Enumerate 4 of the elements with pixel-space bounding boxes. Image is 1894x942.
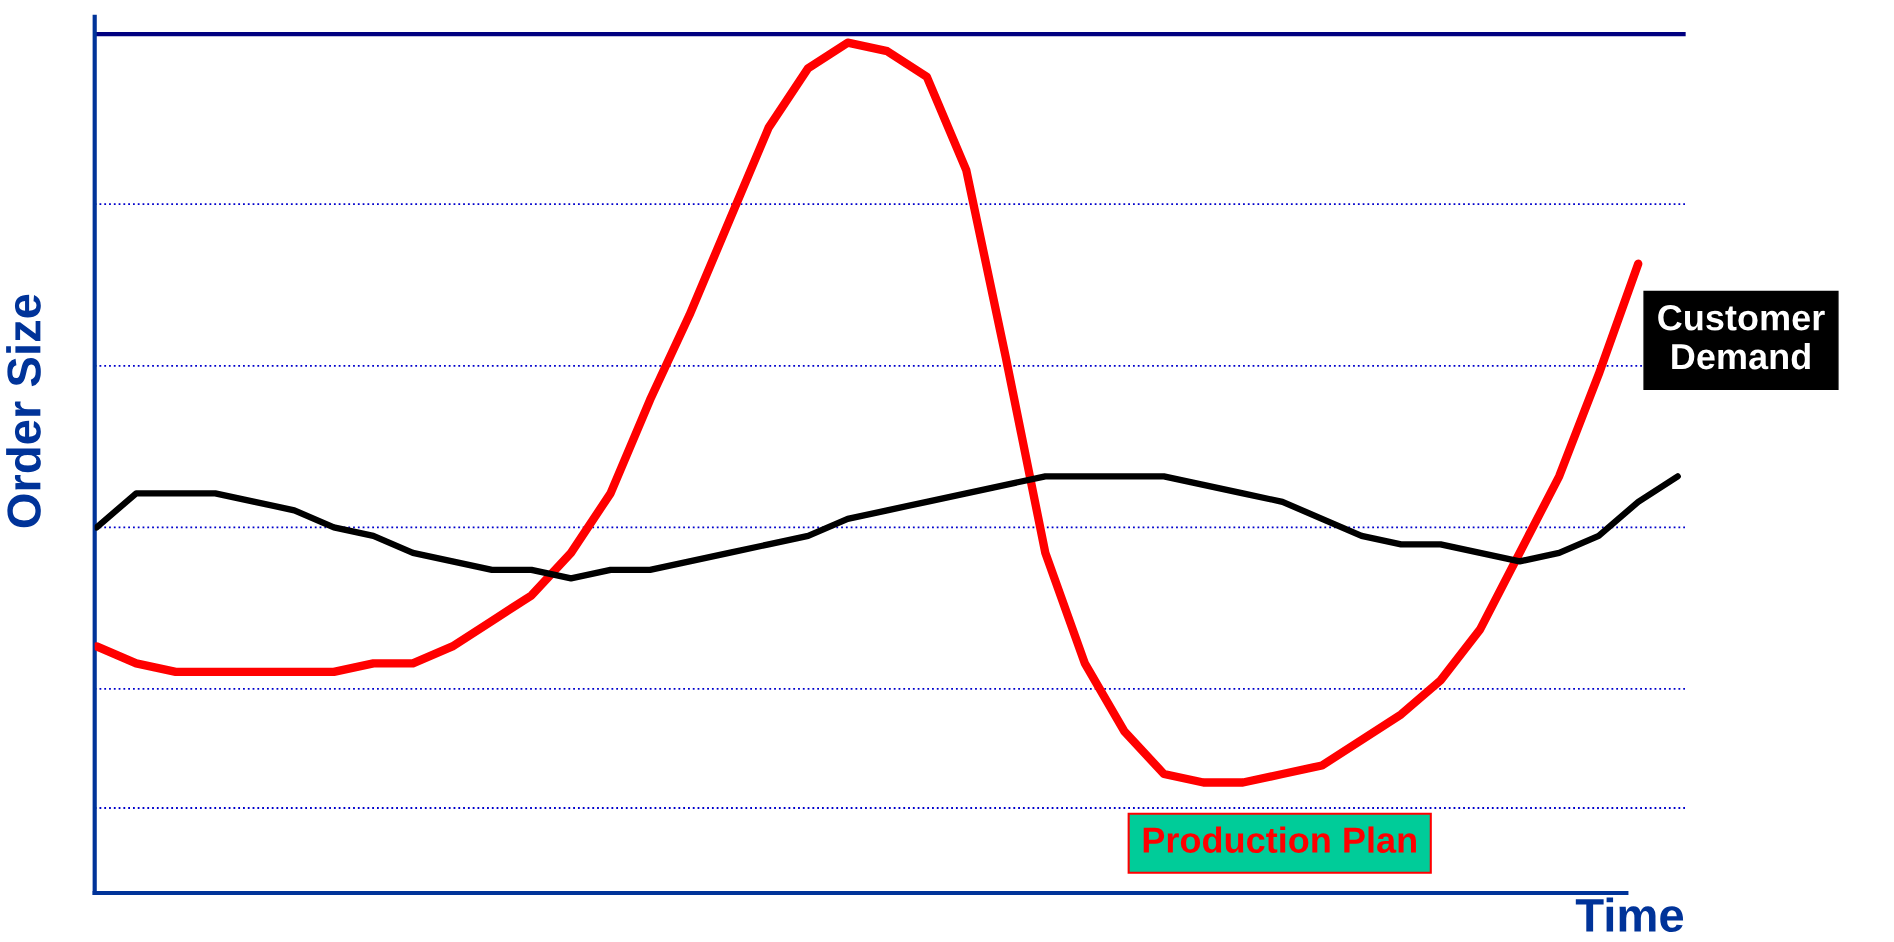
text: Customer Demand [1658, 304, 1825, 370]
x-axis-title: Time [1575, 897, 1684, 933]
series-label: Production Plan [1143, 826, 1416, 853]
y-axis-title: Order Size [6, 294, 41, 528]
